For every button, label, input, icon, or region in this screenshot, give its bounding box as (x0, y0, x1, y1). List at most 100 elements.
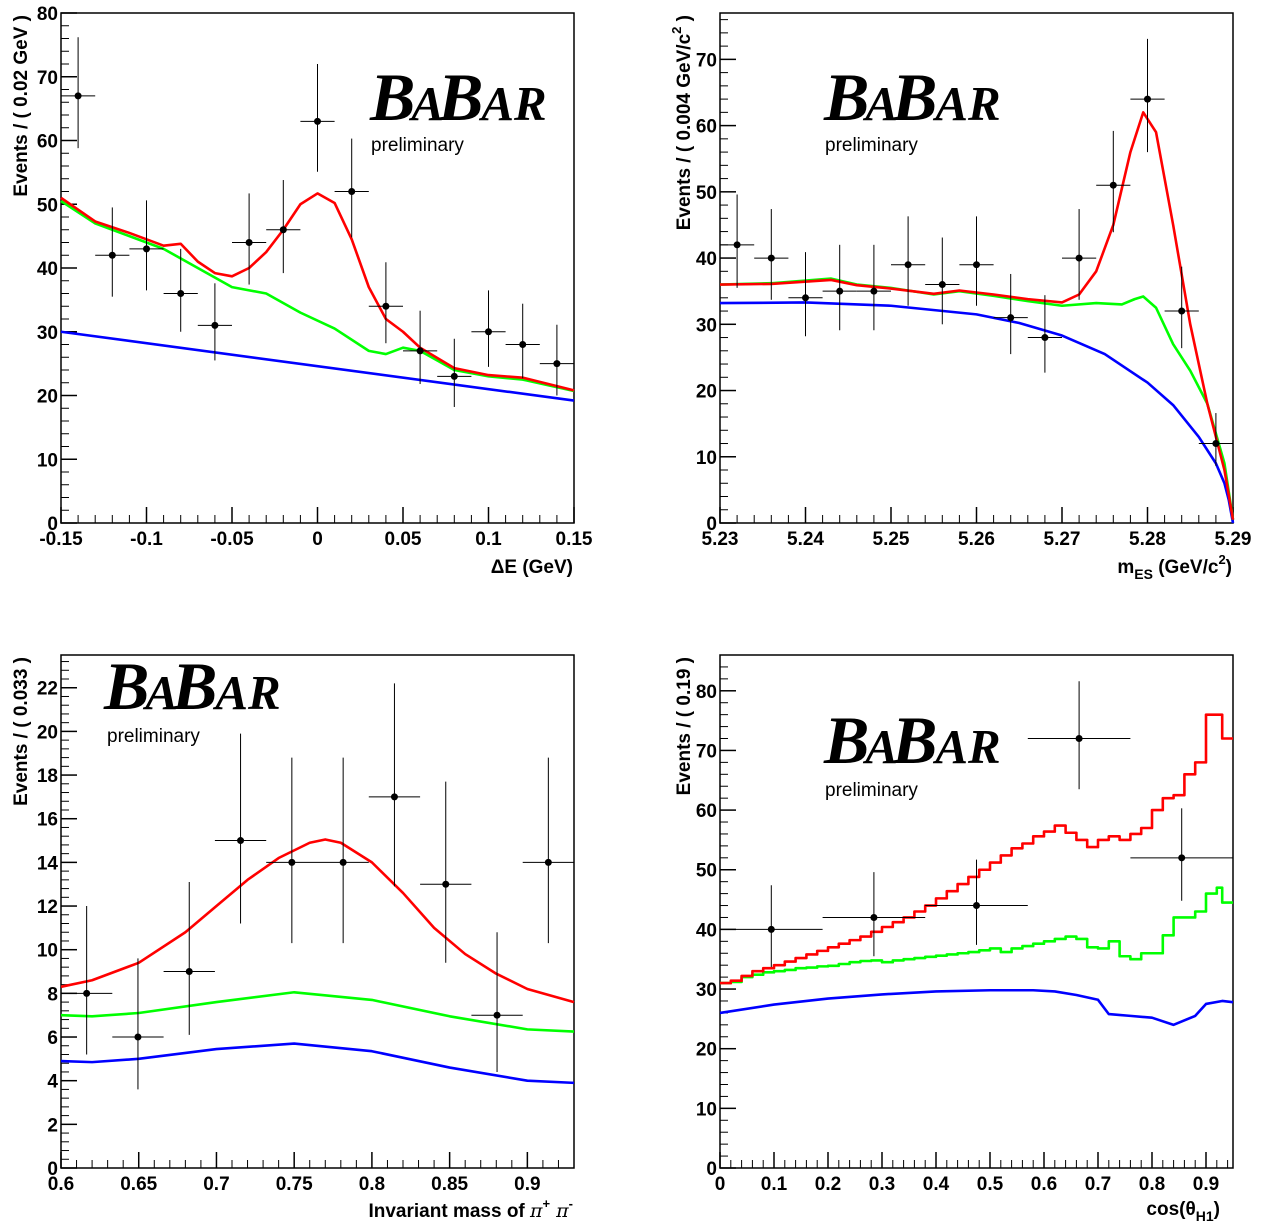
preliminary-label: preliminary (825, 780, 918, 801)
point-marker (802, 294, 809, 302)
data-point (788, 252, 823, 337)
x-tick-label: 0.1 (475, 529, 502, 550)
y-tick-label: 2 (47, 1115, 58, 1136)
data-point (471, 932, 523, 1072)
y-tick-label: 0 (706, 1159, 717, 1180)
x-axis-title: cos(θH1) (1146, 1199, 1220, 1224)
data-point (471, 290, 506, 367)
point-marker (1178, 307, 1186, 315)
data-point (822, 872, 926, 957)
y-tick-label: 30 (696, 980, 717, 1001)
y-tick-label: 8 (47, 984, 58, 1005)
data-point (266, 180, 301, 274)
point-marker (314, 117, 321, 125)
x-tick-label: 0.05 (385, 529, 422, 550)
x-tick-label: 0.7 (1085, 1174, 1111, 1195)
y-tick-label: 70 (696, 50, 717, 71)
point-marker (211, 321, 219, 329)
x-tick-label: 0 (312, 529, 323, 550)
x-axis-title-main: m (1117, 557, 1134, 578)
y-tick-label: 14 (37, 853, 59, 874)
x-axis-title-main: cos(θ (1146, 1199, 1195, 1220)
point-marker (143, 245, 150, 253)
logo-a: A (408, 76, 444, 131)
point-marker (1075, 254, 1083, 262)
y-tick-label: 0 (47, 1159, 58, 1180)
data-point (403, 310, 438, 385)
data-point (163, 882, 215, 1035)
y-tick-label: 20 (696, 1040, 717, 1061)
point-marker (1212, 440, 1220, 448)
logo-b: B (103, 648, 149, 724)
data-point (317, 757, 369, 944)
x-tick-label: 0.6 (48, 1174, 74, 1195)
point-marker (450, 372, 458, 380)
x-tick-label: 0.8 (1139, 1174, 1165, 1195)
point-marker (870, 913, 878, 921)
point-marker (348, 188, 356, 195)
logo-ar: AR (932, 76, 1000, 131)
fit-curve (719, 988, 1234, 1027)
data-point (891, 216, 926, 306)
x-tick-label: 0.6 (1031, 1174, 1057, 1195)
y-tick-label: 50 (696, 183, 717, 204)
point-marker (767, 254, 775, 262)
y-tick-label: 80 (37, 4, 58, 25)
x-tick-label: 0.3 (869, 1174, 895, 1195)
x-tick-label: 0.9 (1193, 1174, 1219, 1195)
fit-curve (719, 301, 1235, 524)
point-marker (973, 902, 980, 910)
point-marker (553, 360, 561, 368)
point-marker (870, 287, 878, 295)
point-marker (767, 925, 775, 933)
y-tick-label: 30 (37, 323, 58, 344)
logo-b2: B (891, 59, 937, 135)
data-point (522, 757, 574, 944)
babar-logo: BABAR (369, 59, 547, 135)
logo-b2: B (171, 648, 217, 724)
data-point (754, 209, 789, 300)
point-marker (83, 989, 91, 997)
logo-a: A (142, 665, 178, 720)
point-marker (177, 290, 185, 297)
data-point (925, 859, 1028, 945)
y-tick-label: 0 (47, 514, 58, 535)
x-axis-title-sup: + (543, 1196, 551, 1211)
x-tick-label: -0.15 (39, 529, 83, 550)
x-axis-title: Invariant mass of π+ π- (368, 1196, 573, 1222)
y-tick-label: 40 (696, 920, 717, 941)
y-tick-label: 60 (696, 801, 717, 822)
y-tick-label: 20 (37, 722, 58, 743)
data-point (368, 683, 421, 887)
chart-panel-m-es: 0 10 20 30 40 50 60 70 5.23 5.24 5.25 5.26 5.27 5.28 5… (696, 12, 1251, 550)
data-point (505, 303, 540, 379)
data-point (61, 37, 96, 149)
x-axis-title-close: ) (1226, 557, 1232, 578)
plot-frame (719, 654, 1234, 1169)
y-tick-label: 22 (37, 679, 58, 700)
point-marker (237, 837, 245, 845)
y-axis-title-sup: 2 (669, 27, 684, 34)
x-tick-label: 0.75 (276, 1174, 313, 1195)
point-marker (245, 239, 253, 246)
point-marker (416, 347, 424, 355)
x-tick-label: 0.7 (203, 1174, 229, 1195)
point-marker (493, 1011, 501, 1019)
y-tick-label: 16 (37, 810, 58, 831)
y-tick-label: 80 (696, 682, 717, 703)
fit-curve (60, 199, 575, 393)
y-tick-label: 10 (37, 941, 58, 962)
x-tick-label: 0.4 (923, 1174, 950, 1195)
x-axis-title-sup: 2 (1218, 552, 1225, 567)
x-axis-title-pi: π (550, 1200, 569, 1222)
data-point (856, 244, 891, 331)
point-marker (1075, 735, 1083, 743)
x-axis-title-sub: ES (1134, 566, 1153, 582)
x-tick-label: -0.05 (210, 529, 254, 550)
y-tick-label: 30 (696, 315, 717, 336)
logo-ar: AR (478, 76, 546, 131)
x-tick-label: 5.23 (702, 529, 739, 550)
point-marker (1041, 334, 1049, 342)
x-tick-label: 0.8 (359, 1174, 385, 1195)
data-point (420, 781, 472, 963)
